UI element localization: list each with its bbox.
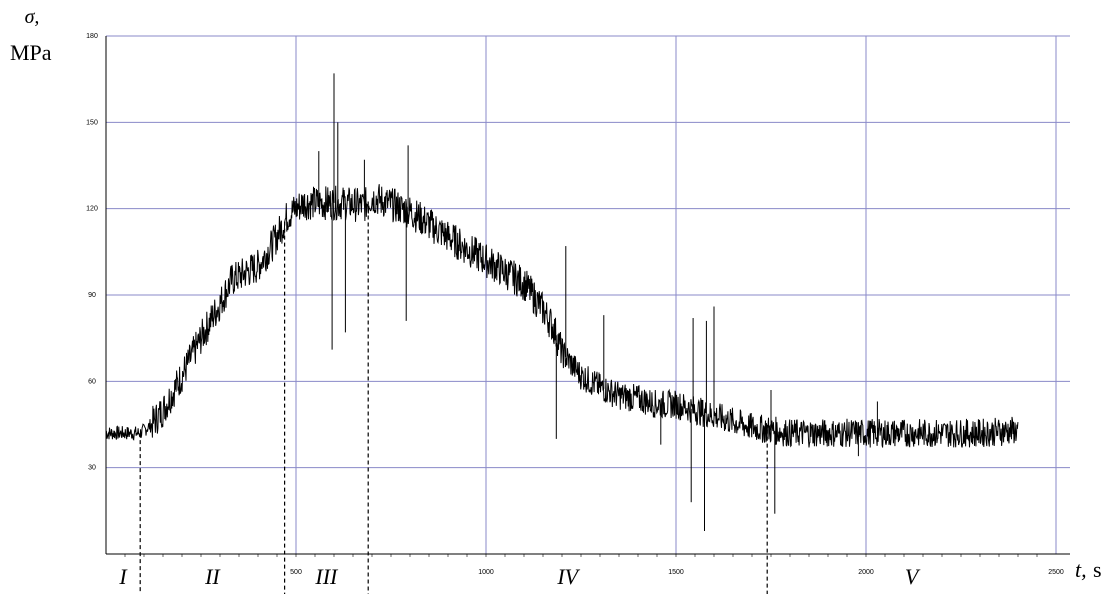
stage-label: I	[118, 564, 128, 589]
x-tick-label: 1000	[478, 569, 494, 576]
x-tick-label: 2500	[1048, 569, 1064, 576]
stress-spikes	[318, 73, 878, 531]
y-tick-label: 30	[88, 465, 96, 472]
y-axis-unit: MPa	[10, 40, 52, 65]
stage-boundaries	[139, 201, 768, 594]
x-axis-symbol: t,	[1075, 557, 1087, 582]
stress-series-line	[105, 184, 1019, 448]
y-tick-label: 180	[86, 33, 98, 40]
y-tick-label: 150	[86, 119, 98, 126]
y-axis-symbol: σ,	[25, 6, 40, 28]
y-tick-label: 60	[88, 378, 96, 385]
stage-label: V	[905, 564, 921, 589]
x-tick-labels: 500 1000 1500 2000 2500	[290, 569, 1064, 576]
y-tick-labels: 30 60 90 120 150 180	[86, 33, 98, 472]
axes	[105, 36, 1070, 557]
y-tick-label: 120	[86, 206, 98, 213]
grid	[106, 35, 1070, 554]
stage-label: II	[204, 564, 221, 589]
x-axis-unit: s	[1093, 557, 1102, 582]
x-tick-label: 1500	[668, 569, 684, 576]
stage-labels: I II III IV V	[118, 564, 920, 589]
y-tick-label: 90	[88, 292, 96, 299]
stage-label: IV	[556, 564, 580, 589]
stage-label: III	[314, 564, 339, 589]
x-tick-label: 2000	[858, 569, 874, 576]
x-tick-label: 500	[290, 569, 302, 576]
